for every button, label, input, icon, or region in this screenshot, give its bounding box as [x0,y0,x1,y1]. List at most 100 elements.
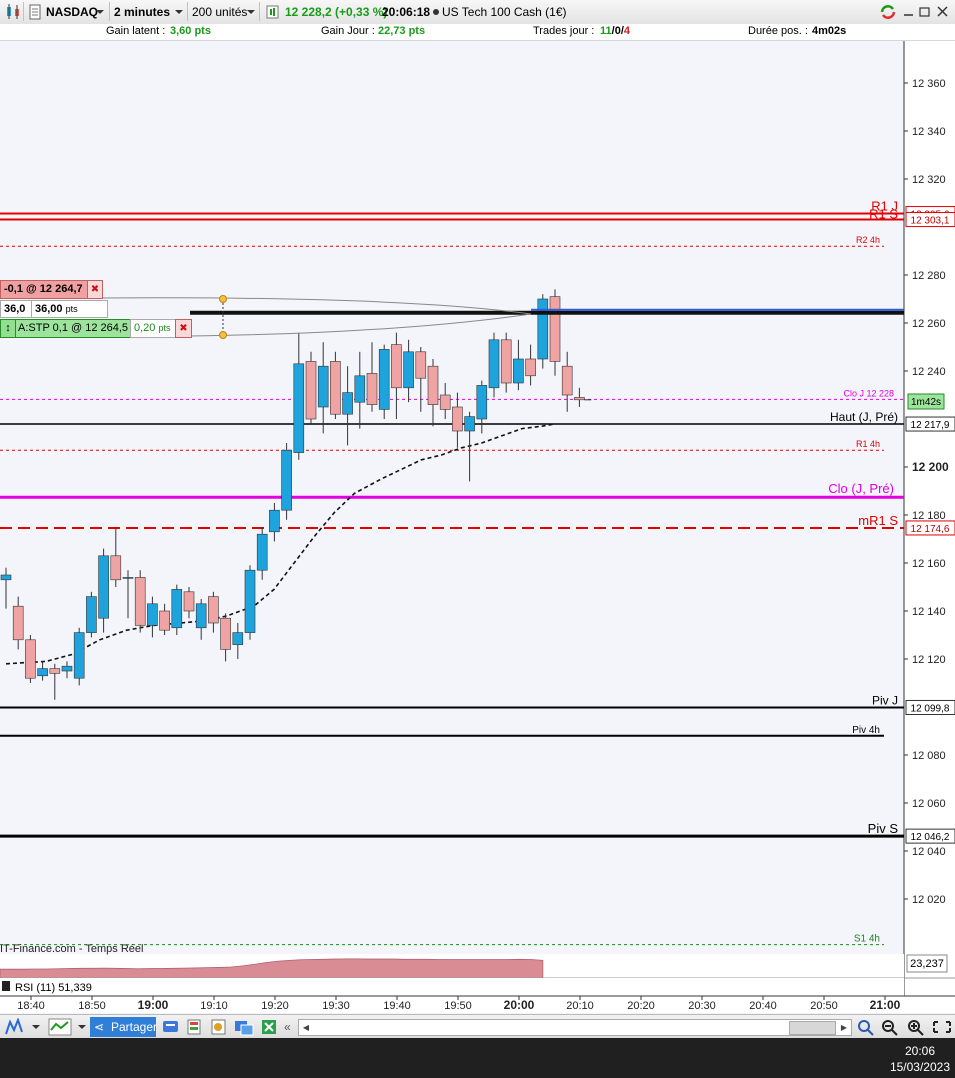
rsi-area [0,958,544,979]
chart-canvas[interactable]: R1 JR1 S R2 4h Clo J 12 228 Haut (J, Pré) R1… [0,41,955,1013]
level-price-box [905,699,955,715]
level-price-box-label: 12 174,6 [911,524,950,535]
level-label-mr1-s: mR1 S [858,513,898,528]
share-button[interactable]: ⋖ Partager [90,1017,158,1037]
stop-order-tag[interactable]: A:STP 0,1 @ 12 264,5 [15,319,132,338]
candle-up [244,569,256,633]
y-tick-label: 12 240 [912,366,946,378]
position-order-tag[interactable]: -0,1 @ 12 264,7 [0,280,91,299]
chevron-down-icon[interactable] [96,10,104,14]
level-price-box-label: 12 046,2 [911,832,950,843]
level-price-box [905,416,955,432]
level-label-r1-4h: R1 4h [856,439,880,449]
horizontal-scrollbar[interactable]: ◀ ▶ [298,1019,852,1036]
source-label: IT-Finance.com - Temps Réel [0,943,143,955]
level-label-s1-4h: S1 4h [854,934,880,945]
timeframe-label: 2 minutes [114,5,171,19]
screens-icon[interactable] [234,1018,254,1036]
instrument-select[interactable]: NASDAQ [46,3,106,21]
close-position-button[interactable]: ✖ [87,280,103,299]
candle-down [500,339,512,384]
qty-b-unit: pts [65,304,78,314]
candlestick-icon[interactable] [4,3,22,21]
stop-drag-handle[interactable]: ↕ [0,319,16,338]
chevron-down-icon[interactable] [247,10,255,14]
qty-box-a: 36,0 [0,300,33,318]
candle-up [464,416,475,432]
order-handle-top[interactable] [219,295,227,303]
refresh-icon[interactable] [878,3,896,21]
rsi-marker-icon [2,981,10,991]
qty-box-b: 36,00 pts [31,300,108,318]
expand-icon[interactable] [932,1018,951,1036]
y-tick-label: 12 040 [912,846,946,858]
moving-average-line [5,423,556,665]
candle-down [391,344,402,389]
order-handle-bottom[interactable] [219,331,227,339]
candle-down [25,639,36,679]
candle-up [354,375,366,403]
price-chart[interactable]: R1 J R1 S R2 4h Clo J 12 228 Haut (J, Pré) R1… [0,41,955,1013]
candle-down [415,351,427,379]
list-icon[interactable] [28,3,46,21]
trades-label: Trades jour : [533,25,595,37]
x-tick-label: 18:50 [78,1000,106,1012]
chevron-down-icon[interactable] [175,10,183,14]
zoom-in-icon[interactable] [906,1018,924,1036]
scroll-left-double-icon[interactable]: « [284,1020,291,1034]
x-tick-label: 18:40 [17,1000,45,1012]
zoom-out-icon[interactable] [880,1018,898,1036]
level-label-piv-j: Piv J [872,693,898,707]
units-select[interactable]: 200 unités [192,3,247,21]
candle-up [293,363,305,453]
level-price-box [905,828,955,844]
clock-time[interactable]: 20:06 [904,1044,935,1058]
scroll-right-arrow[interactable]: ▶ [840,1023,848,1032]
candle-up [232,632,244,645]
x-tick-label: 19:20 [261,1000,289,1012]
scroll-left-arrow[interactable]: ◀ [302,1023,310,1032]
chart-settings-icon[interactable] [266,3,284,21]
screener-icon[interactable] [186,1018,204,1036]
chevron-down-icon[interactable] [32,1025,40,1029]
candle-up [317,365,329,408]
zoom-fit-icon[interactable] [856,1018,874,1036]
minimize-icon[interactable] [902,3,920,21]
candle-up [0,574,12,581]
indicator-icon[interactable] [48,1018,72,1036]
y-tick-label: 12 340 [912,126,946,138]
spreadsheet-icon[interactable] [260,1018,278,1036]
stop-pts-box: 0,20 pts [130,319,177,338]
trades-sep: / [620,25,624,37]
pencil-icon[interactable] [4,1017,23,1036]
cancel-stop-button[interactable]: ✖ [175,319,192,338]
restore-icon[interactable] [918,3,936,21]
candle-up [256,533,268,571]
level-price-box-label: 12 099,8 [911,703,950,714]
candle-down [561,365,573,396]
level-label-piv-4h: Piv 4h [852,725,880,736]
stop-pts-unit: pts [158,323,171,333]
gain-jour-value: 22,73 pts [378,25,426,37]
candle-up [476,385,488,420]
candle-down [159,610,170,631]
chevron-down-icon[interactable] [78,1025,86,1029]
share-label: Partager [111,1020,158,1034]
separator [188,2,260,21]
dot-icon [430,3,448,21]
scroll-thumb[interactable] [789,1021,836,1035]
gain-latent-value: 3,60 pts [170,25,211,37]
stop-pts-value: 0,20 [134,322,156,334]
alerts-icon[interactable] [210,1018,228,1036]
candle-up [73,632,85,679]
qty-b-value: 36,00 [35,303,63,315]
close-icon[interactable] [936,3,954,21]
x-tick-label: 21:00 [870,998,901,1012]
candle-up [37,668,48,677]
candle-up [378,349,390,410]
timeframe-select[interactable]: 2 minutes [114,3,184,21]
candle-down [134,577,146,626]
chat-icon[interactable] [162,1018,180,1036]
candle-up [195,603,207,629]
clock-date[interactable]: 15/03/2023 [889,1060,950,1074]
